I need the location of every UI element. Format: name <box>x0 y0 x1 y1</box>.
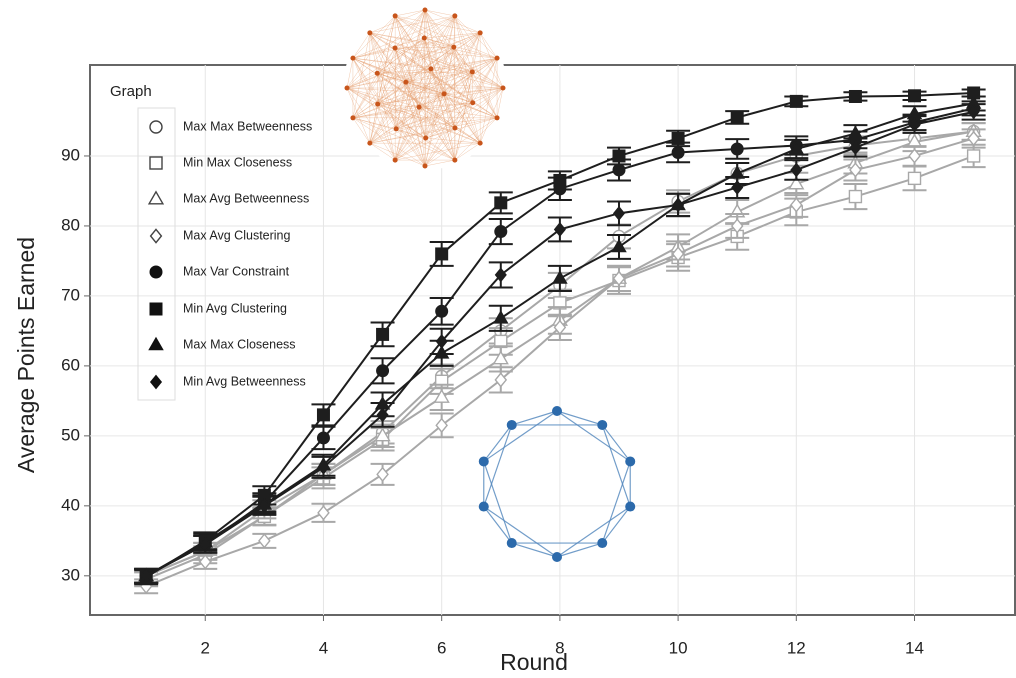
network-node <box>423 8 428 13</box>
network-node <box>597 538 607 548</box>
network-node <box>423 135 428 140</box>
network-node <box>552 552 562 562</box>
network-node <box>470 69 475 74</box>
network-node <box>501 86 506 91</box>
legend-label: Max Avg Betweenness <box>183 191 309 205</box>
network-node <box>422 36 427 41</box>
marker <box>672 146 684 158</box>
network-node <box>375 71 380 76</box>
marker <box>150 266 162 278</box>
network-node <box>350 115 355 120</box>
network-node <box>393 13 398 18</box>
network-node <box>403 80 408 85</box>
y-tick-label: 60 <box>61 355 80 374</box>
marker <box>731 111 743 123</box>
marker <box>495 197 507 209</box>
marker <box>317 409 329 421</box>
marker <box>150 121 162 133</box>
legend-label: Min Avg Clustering <box>183 301 287 315</box>
network-node <box>442 91 447 96</box>
network-node <box>478 30 483 35</box>
network-node <box>507 420 517 430</box>
network-node <box>367 141 372 146</box>
x-tick-label: 8 <box>555 638 564 657</box>
network-node <box>423 164 428 169</box>
marker <box>436 305 448 317</box>
marker <box>731 143 743 155</box>
marker <box>672 132 684 144</box>
x-tick-label: 10 <box>669 638 688 657</box>
marker <box>849 191 861 203</box>
y-tick-label: 50 <box>61 425 80 444</box>
network-node <box>625 502 635 512</box>
x-tick-label: 2 <box>201 638 210 657</box>
marker <box>613 164 625 176</box>
marker <box>790 95 802 107</box>
y-axis-label: Average Points Earned <box>13 237 39 473</box>
x-tick-label: 12 <box>787 638 806 657</box>
y-tick-label: 30 <box>61 565 80 584</box>
marker <box>613 150 625 162</box>
network-node <box>367 30 372 35</box>
marker <box>377 328 389 340</box>
y-tick-label: 90 <box>61 145 80 164</box>
legend-label: Min Max Closeness <box>183 155 292 169</box>
marker <box>554 174 566 186</box>
network-node <box>451 45 456 50</box>
network-node <box>597 420 607 430</box>
network-node <box>350 56 355 61</box>
legend-label: Max Var Constraint <box>183 264 290 278</box>
network-node <box>552 406 562 416</box>
legend-label: Max Max Betweenness <box>183 119 312 133</box>
marker <box>317 432 329 444</box>
network-node <box>479 502 489 512</box>
network-node <box>507 538 517 548</box>
marker <box>968 150 980 162</box>
y-tick-label: 80 <box>61 215 80 234</box>
x-tick-label: 14 <box>905 638 924 657</box>
network-node <box>478 141 483 146</box>
y-tick-label: 40 <box>61 495 80 514</box>
network-node <box>625 456 635 466</box>
network-node <box>495 115 500 120</box>
network-node <box>470 100 475 105</box>
marker <box>377 365 389 377</box>
network-node <box>452 126 457 131</box>
marker <box>150 157 162 169</box>
network-node <box>375 102 380 107</box>
chart: Round Average Points Earned 304050607080… <box>0 0 1016 678</box>
marker <box>849 90 861 102</box>
x-tick-label: 6 <box>437 638 446 657</box>
marker <box>495 226 507 238</box>
network-node <box>393 158 398 163</box>
legend-label: Min Avg Betweenness <box>183 374 306 388</box>
legend-title: Graph <box>110 83 152 100</box>
network-node <box>417 105 422 110</box>
legend-label: Max Avg Clustering <box>183 228 291 242</box>
legend-label: Max Max Closeness <box>183 337 296 351</box>
network-node <box>345 86 350 91</box>
y-tick-label: 70 <box>61 285 80 304</box>
marker <box>909 90 921 102</box>
marker <box>150 303 162 315</box>
network-node <box>452 158 457 163</box>
network-node <box>452 13 457 18</box>
network-node <box>428 66 433 71</box>
x-tick-label: 4 <box>319 638 328 657</box>
network-node <box>479 456 489 466</box>
network-node <box>495 56 500 61</box>
network-node <box>393 45 398 50</box>
network-node <box>394 126 399 131</box>
marker <box>909 172 921 184</box>
marker <box>436 248 448 260</box>
